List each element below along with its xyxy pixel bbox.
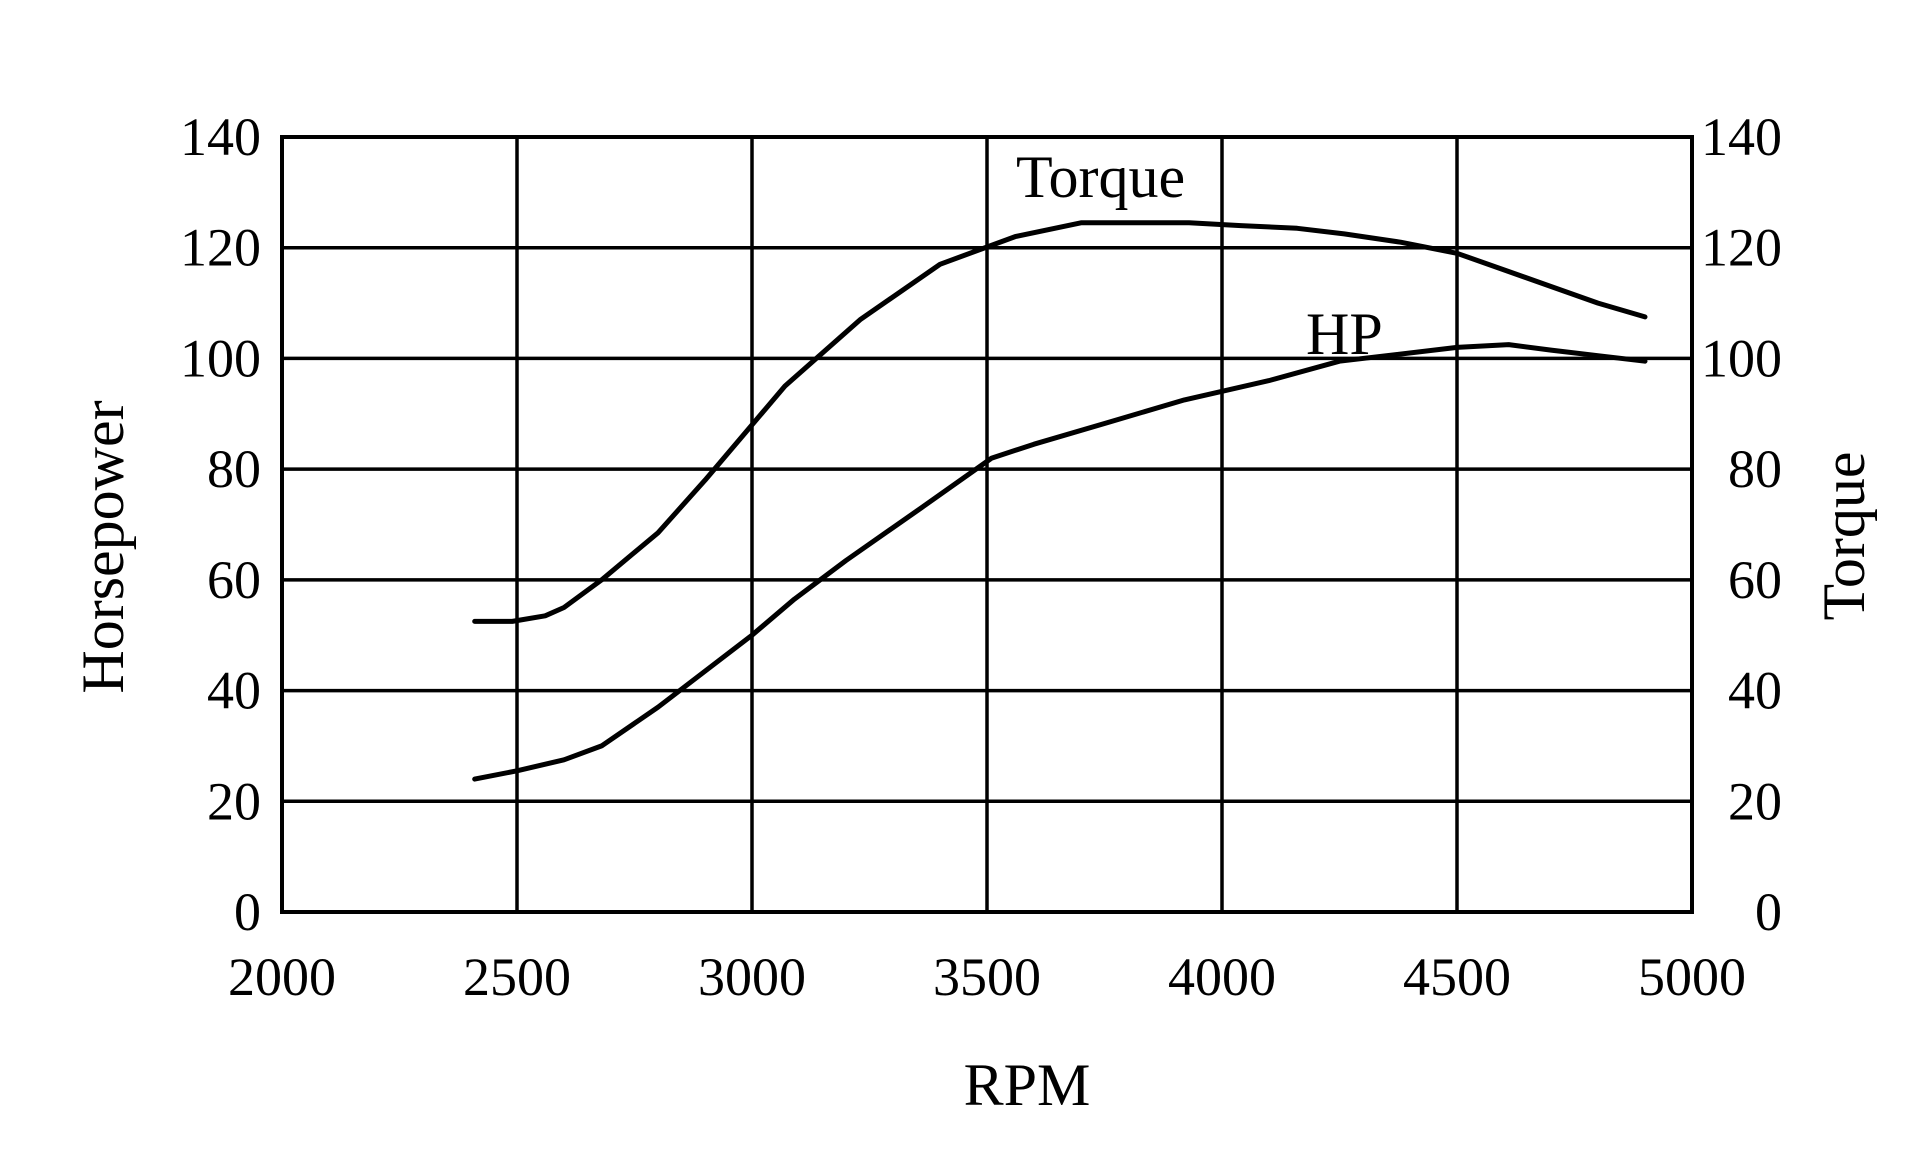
y-left-tick-label: 100	[180, 328, 261, 388]
x-tick-label: 5000	[1638, 947, 1746, 1007]
x-tick-label: 2000	[228, 947, 336, 1007]
x-tick-label: 2500	[463, 947, 571, 1007]
grid	[282, 137, 1692, 912]
torque-series-label: Torque	[1016, 144, 1185, 210]
y-left-tick-label: 80	[207, 439, 261, 499]
plot-frame	[280, 135, 1694, 914]
axis-titles: RPM Horsepower Torque	[70, 400, 1877, 1118]
y-left-tick-label: 120	[180, 218, 261, 278]
series-labels: Torque HP	[1016, 144, 1383, 367]
y-right-tick-label: 140	[1701, 107, 1782, 167]
y-left-tick-label: 0	[234, 882, 261, 942]
x-axis-title: RPM	[964, 1052, 1091, 1118]
y-axis-left-title: Horsepower	[70, 400, 136, 693]
y-right-tick-label: 100	[1701, 328, 1782, 388]
y-right-tick-label: 20	[1728, 771, 1782, 831]
hp-series-label: HP	[1306, 301, 1383, 367]
series-lines	[472, 220, 1648, 782]
y-right-tick-label: 40	[1728, 661, 1782, 721]
x-tick-label: 4500	[1403, 947, 1511, 1007]
series-line-torque	[472, 220, 1648, 624]
x-tick-label: 3500	[933, 947, 1041, 1007]
y-left-tick-label: 60	[207, 550, 261, 610]
y-left-tick-label: 20	[207, 771, 261, 831]
x-tick-label: 3000	[698, 947, 806, 1007]
y-right-tick-label: 80	[1728, 439, 1782, 499]
y-right-tick-label: 0	[1755, 882, 1782, 942]
tick-labels: 2000 2500 3000 3500 4000 4500 5000020406080100…	[180, 107, 1782, 1007]
series-line-hp	[472, 342, 1648, 782]
y-axis-right-title: Torque	[1811, 451, 1877, 620]
y-right-tick-label: 60	[1728, 550, 1782, 610]
x-tick-label: 4000	[1168, 947, 1276, 1007]
y-left-tick-label: 140	[180, 107, 261, 167]
y-right-tick-label: 120	[1701, 218, 1782, 278]
y-left-tick-label: 40	[207, 661, 261, 721]
